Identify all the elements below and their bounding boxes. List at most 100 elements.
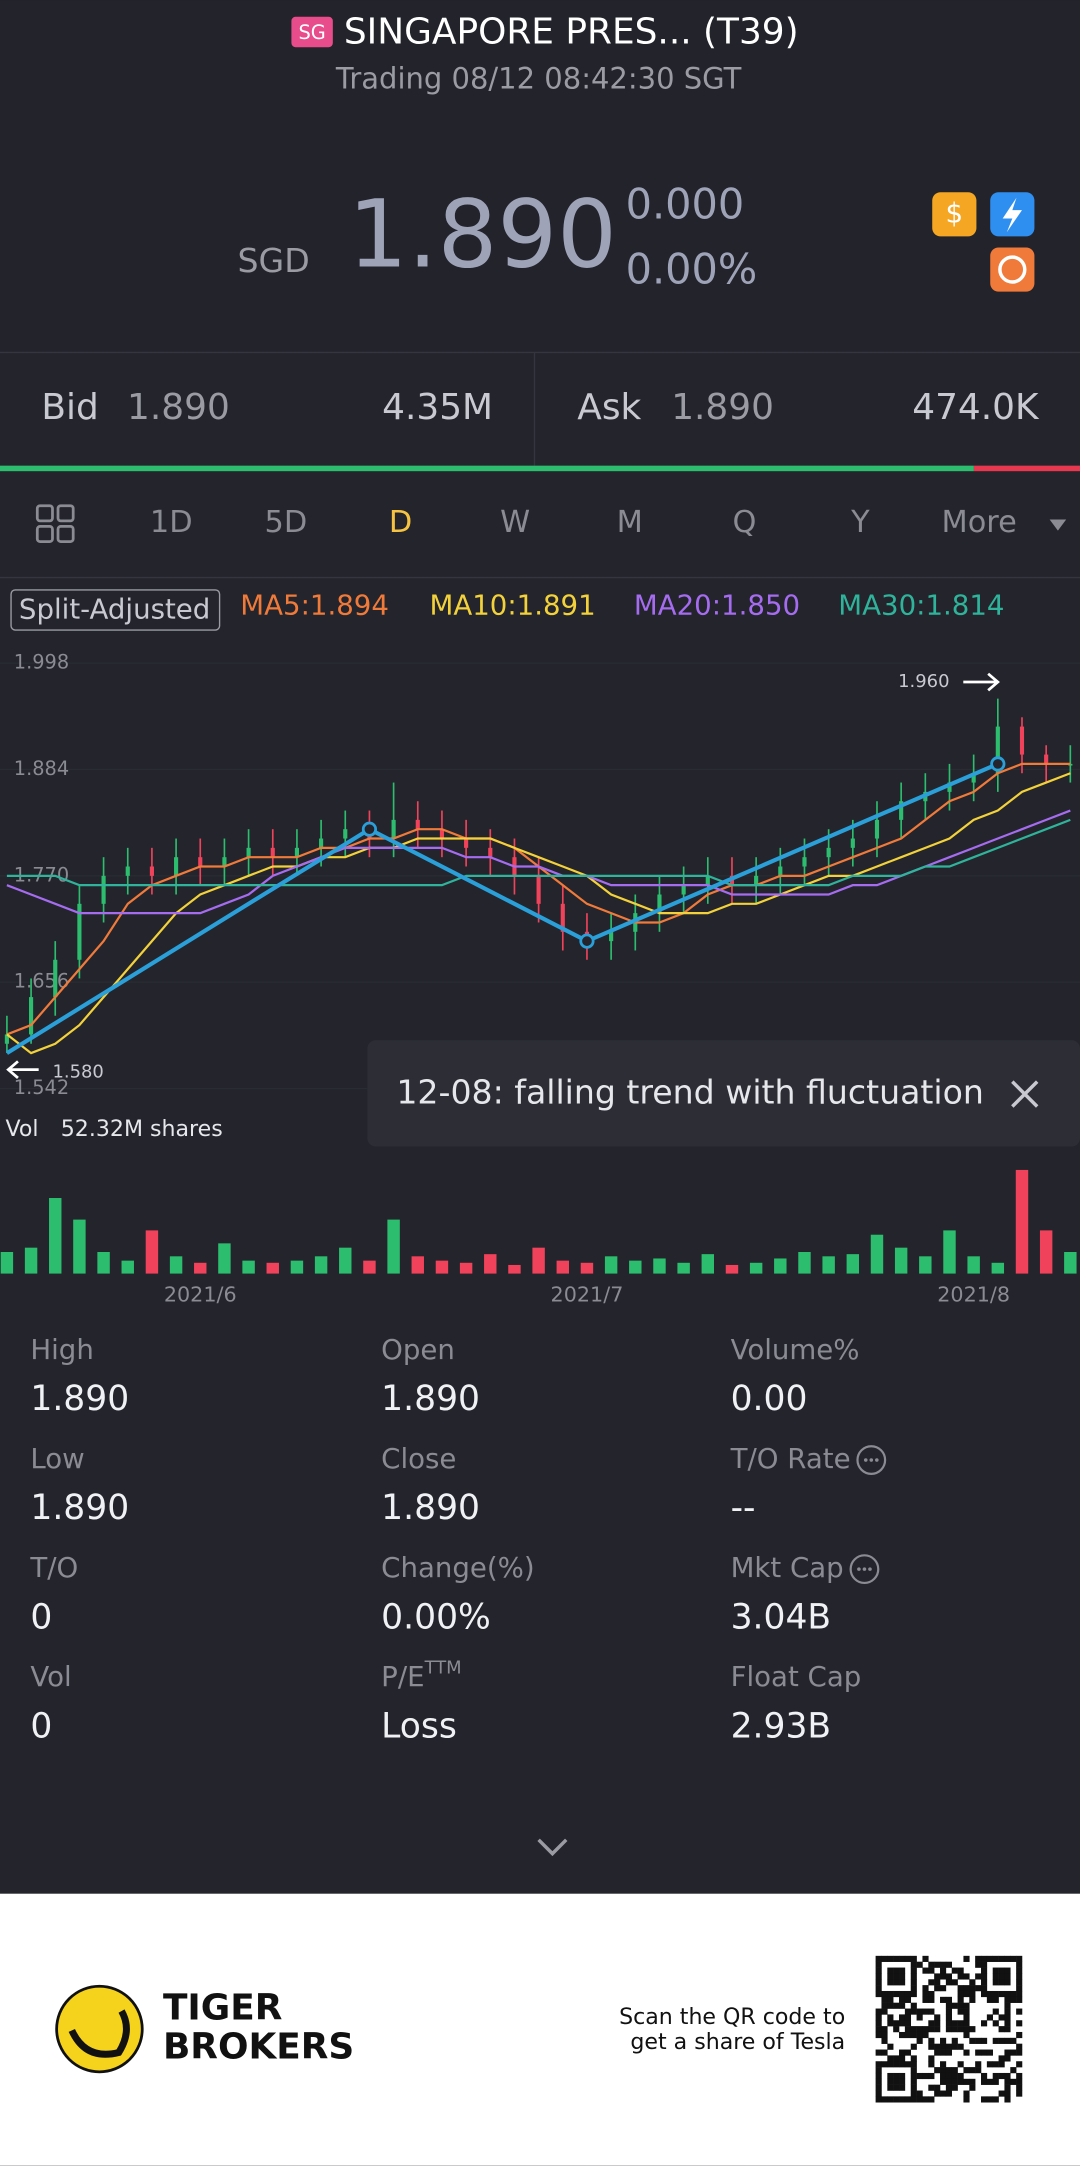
qr-cell [998, 2014, 1005, 2021]
qr-cell [975, 1985, 982, 1992]
tab[interactable]: Q [732, 505, 756, 540]
qr-cell [940, 2090, 947, 2097]
qr-cell [998, 2072, 1005, 2080]
qr-cell [928, 1967, 935, 1974]
stat-value: 1.890 [381, 1488, 480, 1528]
qr-cell [881, 2037, 888, 2044]
icon-glyph [998, 255, 1027, 284]
stat-label: Low [30, 1442, 84, 1475]
qr-cell [951, 2084, 958, 2091]
qr-cell [887, 2020, 894, 2027]
qr-cell [1004, 2002, 1011, 2009]
bid-price: 1.890 [127, 387, 230, 428]
icon-part [35, 504, 54, 523]
tab[interactable]: D [389, 505, 412, 540]
adjust-box[interactable] [10, 589, 221, 631]
qr-cell [1004, 1996, 1011, 2003]
qr-cell [951, 2020, 958, 2027]
qr-cell [1016, 2090, 1023, 2097]
candle-body [874, 819, 880, 839]
qr-cell [940, 1967, 947, 1974]
qr-cell [934, 2014, 941, 2021]
stat-label-text: T/O [29, 1551, 78, 1584]
candle-body [4, 1034, 9, 1044]
qr-cell [910, 2026, 917, 2033]
qr-cell [875, 1990, 882, 1998]
qr-cell [945, 2078, 953, 2085]
qr-cell [875, 2061, 882, 2068]
qr-cell [1004, 2084, 1011, 2091]
qr-cell [945, 2049, 953, 2056]
candle-body [174, 857, 179, 876]
info-icon[interactable] [856, 1445, 887, 1475]
stat-label: Close [381, 1442, 456, 1475]
volume-bar [798, 1251, 811, 1274]
qr-cell [992, 1990, 999, 1998]
volume-bar [604, 1256, 618, 1274]
candle-body [149, 866, 154, 876]
volume-bar [532, 1247, 545, 1274]
qr-cell [881, 2049, 888, 2056]
bid-size: 4.35M [382, 387, 493, 428]
candle-body [319, 838, 324, 848]
qr-cell [998, 1990, 1005, 1998]
qr-cell [986, 2078, 993, 2085]
tooltip-close[interactable] [1011, 1080, 1039, 1108]
qr-cell [981, 2072, 988, 2080]
info-dot [869, 1458, 874, 1462]
change-pct: 0.00% [626, 245, 758, 293]
tab[interactable]: W [500, 505, 530, 540]
qr-cell [934, 1961, 941, 1968]
qr-cell [887, 1973, 894, 1980]
qr-cell [992, 2008, 999, 2015]
qr-cell [875, 2067, 882, 2074]
adjust-label[interactable]: Split-Adjusted [19, 593, 210, 626]
stat-value: 2.93B [731, 1706, 832, 1746]
header-bg [0, 0, 1080, 353]
qr-cell [899, 2072, 906, 2080]
qr-cell [1016, 2072, 1023, 2080]
qr-cell [975, 2037, 982, 2044]
volume-bar [314, 1256, 328, 1274]
qr-cell [963, 1990, 970, 1998]
candle-body [198, 857, 203, 867]
stat-label-text: P/E [381, 1660, 424, 1693]
qr-cell [904, 1990, 912, 1998]
qr-cell [922, 1990, 929, 1998]
tabs-icon[interactable] [35, 504, 75, 543]
tab[interactable]: More [942, 505, 1017, 540]
qr-cell [893, 2020, 900, 2027]
qr-cell [940, 2072, 947, 2080]
qr-cell [881, 2031, 888, 2039]
icon-dollar[interactable] [932, 192, 977, 237]
tab[interactable]: 5D [265, 505, 308, 540]
candle-body [101, 875, 106, 904]
qr-cell [916, 2031, 923, 2039]
qr-cell [910, 2008, 917, 2015]
qr-cell [1016, 2061, 1023, 2068]
legend-entry: MA30:1.814 [838, 589, 1004, 622]
tooltip-box [367, 1040, 1080, 1147]
stat-label-text: Low [30, 1442, 84, 1475]
qr-cell [957, 1996, 964, 2003]
info-icon[interactable] [849, 1554, 880, 1585]
qr-cell [992, 1973, 999, 1980]
candle-body [343, 829, 348, 839]
y-tick-label: 1.884 [14, 757, 69, 780]
qr-cell [887, 2078, 894, 2085]
tab[interactable]: 1D [150, 505, 193, 540]
expand-chevron[interactable] [537, 1838, 568, 1857]
tab[interactable]: Y [850, 505, 870, 540]
qr-cell [1004, 2078, 1011, 2085]
high-label: 1.960 [898, 671, 949, 692]
qr-cell [969, 2084, 976, 2091]
candle-body [415, 819, 420, 830]
tab[interactable]: M [617, 505, 643, 540]
icon-option[interactable] [990, 247, 1035, 292]
qr-cell [910, 1979, 917, 1986]
qr-cell [922, 2096, 929, 2103]
brand: TIGER [163, 1988, 282, 2029]
qr-cell [934, 2043, 941, 2050]
qr-cell [951, 1979, 958, 1986]
